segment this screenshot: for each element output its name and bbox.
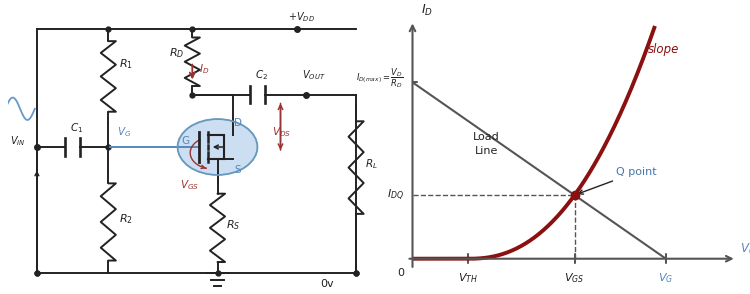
Text: $R_1$: $R_1$ <box>118 58 133 71</box>
Text: $V_G$: $V_G$ <box>117 125 131 139</box>
Text: 0v: 0v <box>320 279 334 289</box>
Text: $R_L$: $R_L$ <box>364 158 377 171</box>
Text: Q point: Q point <box>578 167 656 194</box>
Text: $V_G$: $V_G$ <box>658 271 674 285</box>
Text: $V_{IN}$: $V_{IN}$ <box>10 134 26 148</box>
Circle shape <box>178 119 257 175</box>
Text: $C_1$: $C_1$ <box>70 121 84 135</box>
Text: 0: 0 <box>398 268 404 278</box>
Text: $I_D$: $I_D$ <box>422 3 434 18</box>
Text: $I_{DQ}$: $I_{DQ}$ <box>386 188 404 203</box>
Text: $C_2$: $C_2$ <box>255 69 268 82</box>
Text: $V_{GS}$: $V_{GS}$ <box>565 271 585 285</box>
Text: $I_D$: $I_D$ <box>199 62 209 76</box>
Text: $R_S$: $R_S$ <box>226 218 240 232</box>
Text: $+V_{DD}$: $+V_{DD}$ <box>288 11 315 24</box>
Text: $V_{DS}$: $V_{DS}$ <box>272 125 291 139</box>
Text: $R_D$: $R_D$ <box>170 46 184 60</box>
Text: $V_{TH}$: $V_{TH}$ <box>458 271 478 285</box>
Text: $I_{D(max)} = \dfrac{V_D}{R_D}$: $I_{D(max)} = \dfrac{V_D}{R_D}$ <box>356 66 404 90</box>
Text: $V_{GS}$: $V_{GS}$ <box>740 241 750 256</box>
Text: $R_2$: $R_2$ <box>118 212 133 226</box>
Text: slope: slope <box>648 43 680 56</box>
Text: D: D <box>234 118 242 128</box>
Text: Load
Line: Load Line <box>472 133 500 156</box>
Text: S: S <box>234 166 241 176</box>
Text: G: G <box>182 136 190 146</box>
Text: $V_{GS}$: $V_{GS}$ <box>180 178 199 192</box>
Text: $V_{OUT}$: $V_{OUT}$ <box>302 69 325 82</box>
